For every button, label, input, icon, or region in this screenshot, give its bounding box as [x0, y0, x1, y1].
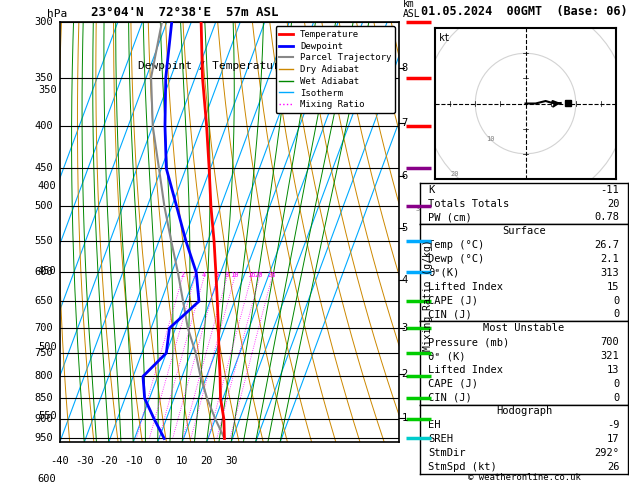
- Text: 350: 350: [38, 85, 57, 95]
- Text: 2.1: 2.1: [601, 254, 620, 264]
- Text: -11: -11: [601, 185, 620, 195]
- Text: PW (cm): PW (cm): [428, 212, 472, 223]
- Text: 321: 321: [601, 351, 620, 361]
- Text: 3: 3: [192, 272, 197, 278]
- Text: 30: 30: [225, 456, 237, 466]
- Text: Totals Totals: Totals Totals: [428, 198, 509, 208]
- Text: 3: 3: [401, 323, 408, 333]
- Text: 650: 650: [34, 296, 53, 306]
- Text: -9: -9: [607, 420, 620, 430]
- Text: 26: 26: [607, 462, 620, 472]
- Text: 6: 6: [214, 272, 219, 278]
- Text: 20: 20: [451, 171, 459, 177]
- Text: 16: 16: [247, 272, 255, 278]
- Text: StmSpd (kt): StmSpd (kt): [428, 462, 498, 472]
- Text: Most Unstable: Most Unstable: [483, 323, 565, 333]
- Text: 30: 30: [416, 206, 425, 212]
- Text: θᵉ(K): θᵉ(K): [428, 268, 460, 278]
- Text: 550: 550: [34, 236, 53, 246]
- Text: 400: 400: [38, 181, 57, 191]
- Text: 300: 300: [34, 17, 53, 27]
- Text: 20: 20: [255, 272, 264, 278]
- Text: 10: 10: [176, 456, 189, 466]
- Text: 7: 7: [401, 118, 408, 128]
- Text: 500: 500: [34, 202, 53, 211]
- Text: EH: EH: [428, 420, 441, 430]
- Text: © weatheronline.co.uk: © weatheronline.co.uk: [467, 473, 581, 482]
- Text: CIN (J): CIN (J): [428, 310, 472, 319]
- Text: Hodograph: Hodograph: [496, 406, 552, 417]
- Text: 10: 10: [486, 136, 494, 142]
- Text: 0: 0: [613, 310, 620, 319]
- Text: CIN (J): CIN (J): [428, 393, 472, 402]
- Text: 550: 550: [38, 411, 57, 421]
- Text: 0.78: 0.78: [594, 212, 620, 223]
- Text: 0: 0: [155, 456, 161, 466]
- Text: Lifted Index: Lifted Index: [428, 365, 503, 375]
- Text: Mixing Ratio (g/kg): Mixing Ratio (g/kg): [423, 239, 433, 351]
- Text: 700: 700: [601, 337, 620, 347]
- Text: SREH: SREH: [428, 434, 454, 444]
- Text: -20: -20: [99, 456, 118, 466]
- Text: K: K: [428, 185, 435, 195]
- Text: hPa: hPa: [47, 9, 67, 19]
- Text: θᵉ (K): θᵉ (K): [428, 351, 466, 361]
- Text: 2: 2: [180, 272, 184, 278]
- Text: 15: 15: [607, 282, 620, 292]
- Text: 17: 17: [607, 434, 620, 444]
- Text: 23°04'N  72°38'E  57m ASL: 23°04'N 72°38'E 57m ASL: [91, 6, 279, 19]
- Text: 5: 5: [401, 223, 408, 233]
- Legend: Temperature, Dewpoint, Parcel Trajectory, Dry Adiabat, Wet Adiabat, Isotherm, Mi: Temperature, Dewpoint, Parcel Trajectory…: [276, 26, 395, 113]
- Text: 950: 950: [34, 434, 53, 444]
- Text: CAPE (J): CAPE (J): [428, 379, 479, 389]
- Text: 900: 900: [34, 414, 53, 424]
- Text: Pressure (mb): Pressure (mb): [428, 337, 509, 347]
- Text: 20: 20: [201, 456, 213, 466]
- Text: 750: 750: [34, 348, 53, 358]
- Text: -40: -40: [50, 456, 69, 466]
- Text: 0: 0: [613, 393, 620, 402]
- Text: 0: 0: [613, 379, 620, 389]
- Text: 600: 600: [34, 267, 53, 278]
- Text: kt: kt: [439, 33, 450, 43]
- Text: CAPE (J): CAPE (J): [428, 295, 479, 306]
- Text: 13: 13: [607, 365, 620, 375]
- Text: Surface: Surface: [502, 226, 546, 236]
- Text: 26.7: 26.7: [594, 240, 620, 250]
- Text: 350: 350: [34, 72, 53, 83]
- Text: 700: 700: [34, 323, 53, 333]
- Text: 8: 8: [225, 272, 229, 278]
- Text: Dewp (°C): Dewp (°C): [428, 254, 485, 264]
- Text: 2: 2: [401, 369, 408, 379]
- Text: 8: 8: [401, 63, 408, 73]
- Text: 600: 600: [38, 474, 57, 484]
- Text: 292°: 292°: [594, 448, 620, 458]
- Text: Dewpoint / Temperature (°C): Dewpoint / Temperature (°C): [138, 61, 321, 71]
- Text: -10: -10: [124, 456, 143, 466]
- Text: 4: 4: [201, 272, 206, 278]
- Text: 6: 6: [401, 172, 408, 181]
- Text: km
ASL: km ASL: [403, 0, 420, 19]
- Text: 0: 0: [613, 295, 620, 306]
- Text: 500: 500: [38, 342, 57, 352]
- Text: 1: 1: [401, 413, 408, 423]
- Text: 400: 400: [34, 121, 53, 131]
- Text: Lifted Index: Lifted Index: [428, 282, 503, 292]
- Text: 450: 450: [38, 266, 57, 276]
- Text: 313: 313: [601, 268, 620, 278]
- Text: 01.05.2024  00GMT  (Base: 06): 01.05.2024 00GMT (Base: 06): [421, 5, 627, 18]
- Text: StmDir: StmDir: [428, 448, 466, 458]
- Text: Temp (°C): Temp (°C): [428, 240, 485, 250]
- Text: 10: 10: [230, 272, 238, 278]
- Text: 800: 800: [34, 371, 53, 382]
- Text: -30: -30: [75, 456, 94, 466]
- Text: 4: 4: [401, 275, 408, 284]
- Text: 850: 850: [34, 393, 53, 403]
- Text: 28: 28: [267, 272, 276, 278]
- Text: 450: 450: [34, 163, 53, 174]
- Text: 20: 20: [607, 198, 620, 208]
